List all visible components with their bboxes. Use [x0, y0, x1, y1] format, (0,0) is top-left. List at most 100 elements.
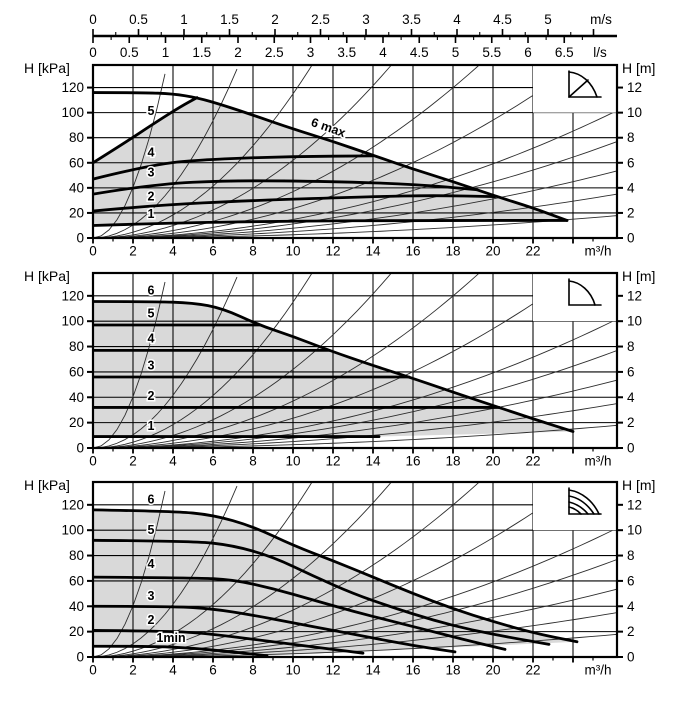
curve-label-3: 3 [148, 166, 155, 180]
curve-label-5: 5 [148, 523, 155, 537]
kpa-tick-label: 100 [61, 105, 84, 120]
flow-tick-label: 6 [209, 244, 217, 259]
meter-tick-label: 4 [627, 390, 635, 405]
velocity-tick-label: 2.5 [311, 12, 330, 27]
velocity-tick-label: 0 [89, 12, 97, 27]
flow-tick-label: 12 [325, 663, 340, 678]
kpa-tick-label: 20 [69, 205, 84, 220]
plot-border [91, 480, 619, 659]
pump-curve-4 [93, 154, 375, 181]
kpa-tick-label: 60 [69, 155, 84, 170]
flow-tick-label: 10 [285, 663, 300, 678]
velocity-tick-label: 5 [544, 12, 552, 27]
meter-tick-label: 2 [627, 624, 635, 639]
left-axis-title: H [kPa] [24, 268, 70, 284]
right-axis-title: H [m] [622, 60, 655, 76]
flow-tick-label: 22 [525, 663, 540, 678]
meter-tick-label: 8 [627, 130, 635, 145]
flow-ls-tick-label: 2 [234, 45, 242, 60]
flow-unit-label: m³/h [585, 454, 612, 469]
flow-tick-label: 22 [525, 244, 540, 259]
curve-label-3: 3 [148, 358, 155, 372]
kpa-tick-label: 0 [76, 441, 84, 456]
system-curve [93, 281, 166, 448]
system-curve [93, 65, 480, 238]
curve-label-6: 6 [148, 493, 155, 507]
meter-tick-label: 12 [627, 80, 642, 95]
pump-curve-5 [93, 538, 551, 646]
curve-label-6: 6 [148, 284, 155, 298]
kpa-tick-label: 40 [69, 390, 84, 405]
flow-tick-label: 2 [129, 244, 137, 259]
flow-tick-label: 14 [365, 454, 381, 469]
system-curve [93, 527, 617, 657]
meter-tick-label: 12 [627, 288, 642, 303]
system-curve [93, 350, 617, 448]
system-curve [93, 273, 313, 448]
flow-unit-label: m³/h [585, 663, 612, 678]
curve-label-1: 1 [148, 207, 155, 221]
flow-tick-label: 0 [89, 454, 97, 469]
flow-ls-unit-label: l/s [593, 45, 607, 60]
flow-ls-tick-label: 5 [452, 45, 460, 60]
meter-tick-label: 6 [627, 155, 635, 170]
operating-range-shading [93, 509, 577, 656]
meter-tick-label: 0 [627, 650, 635, 665]
flow-ls-tick-label: 0.5 [120, 45, 139, 60]
kpa-tick-label: 60 [69, 573, 84, 588]
system-curve [93, 141, 617, 238]
velocity-tick-label: 2 [271, 12, 279, 27]
flow-ls-tick-label: 6.5 [555, 45, 574, 60]
flow-tick-label: 4 [169, 454, 177, 469]
system-curve [93, 559, 617, 657]
flow-tick-label: 4 [169, 663, 177, 678]
kpa-tick-label: 120 [61, 288, 84, 303]
curve-label-2: 2 [148, 189, 155, 203]
meter-tick-label: 0 [627, 441, 635, 456]
curve-label-5: 5 [148, 306, 155, 320]
velocity-tick-label: 4.5 [493, 12, 512, 27]
flow-tick-label: 16 [405, 244, 420, 259]
pump-curve-6 [93, 508, 579, 644]
flow-ls-tick-label: 4 [379, 45, 387, 60]
system-curve [93, 482, 480, 657]
flow-ls-tick-label: 3.5 [337, 45, 356, 60]
kpa-tick-label: 80 [69, 548, 84, 563]
meter-tick-label: 8 [627, 548, 635, 563]
flow-tick-label: 14 [365, 244, 381, 259]
meter-tick-label: 2 [627, 415, 635, 430]
left-axis-title: H [kPa] [24, 60, 70, 76]
flow-tick-label: 4 [169, 244, 177, 259]
system-curve [93, 482, 392, 657]
control-mode-icon-steps [568, 487, 602, 515]
meter-tick-label: 10 [627, 314, 642, 329]
flow-tick-label: 6 [209, 663, 217, 678]
flow-tick-label: 18 [445, 454, 460, 469]
system-curve [93, 485, 238, 657]
flow-tick-label: 0 [89, 244, 97, 259]
pump-curve-2 [93, 628, 365, 655]
flow-tick-label: 14 [365, 663, 381, 678]
velocity-tick-label: 4 [453, 12, 461, 27]
system-curve [93, 612, 617, 657]
meter-tick-label: 10 [627, 523, 642, 538]
velocity-tick-label: 1.5 [220, 12, 239, 27]
meter-tick-label: 2 [627, 205, 635, 220]
system-curve [93, 379, 617, 448]
flow-tick-label: 10 [285, 244, 300, 259]
system-curve [93, 65, 313, 238]
kpa-tick-label: 100 [61, 523, 84, 538]
pump-curve-3 [93, 179, 479, 196]
flow-tick-label: 18 [445, 244, 460, 259]
flow-tick-label: 8 [249, 244, 257, 259]
system-curve [93, 110, 617, 238]
system-curve [93, 65, 579, 238]
plot-border [91, 63, 619, 240]
curve-label-1: 1 [148, 419, 155, 433]
curve-label-2: 2 [148, 389, 155, 403]
right-axis-title: H [m] [622, 477, 655, 493]
system-curve [93, 318, 617, 448]
curve-label-3: 3 [148, 589, 155, 603]
